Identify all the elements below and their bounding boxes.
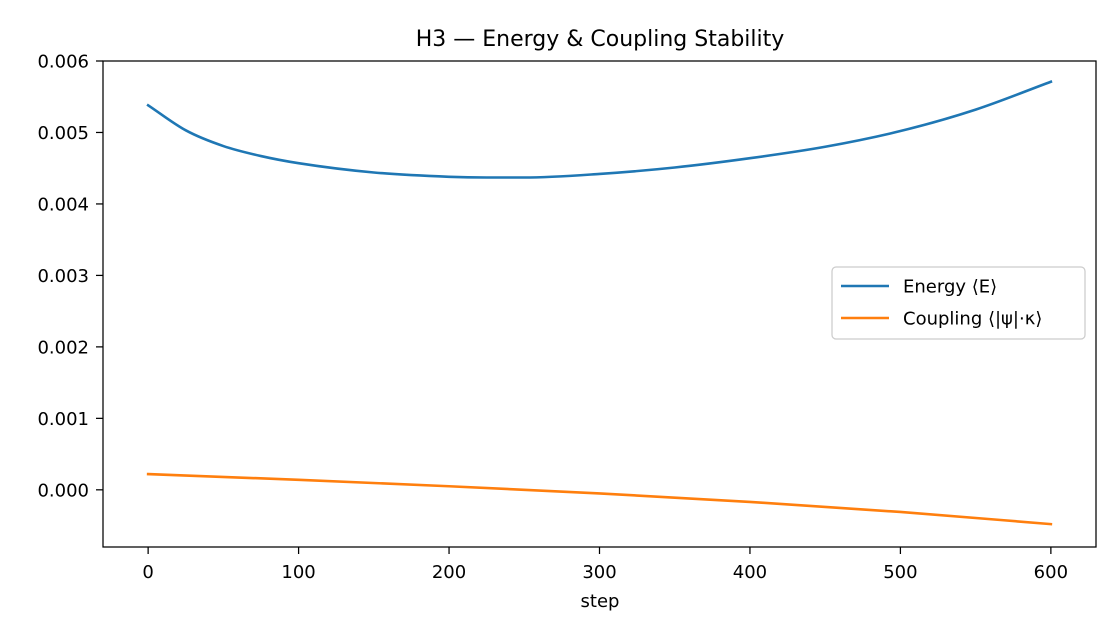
y-tick-label: 0.001: [37, 409, 89, 430]
legend-label: Coupling ⟨|ψ|·κ⟩: [903, 309, 1042, 330]
series-line-1: [146, 472, 1053, 526]
x-tick-label: 200: [432, 562, 466, 583]
x-tick-label: 0: [142, 562, 153, 583]
y-tick-label: 0.006: [37, 52, 89, 73]
series-layer: [146, 80, 1053, 526]
y-tick-label: 0.002: [37, 337, 89, 358]
x-tick-label: 100: [281, 562, 315, 583]
plot-area-frame: [102, 60, 1097, 548]
x-tick-label: 500: [883, 562, 917, 583]
x-axis-label: step: [581, 591, 620, 612]
x-tick-label: 300: [582, 562, 616, 583]
y-tick-label: 0.003: [37, 266, 89, 287]
legend: Energy ⟨E⟩ Coupling ⟨|ψ|·κ⟩: [831, 266, 1086, 340]
y-tick-label: 0.000: [37, 480, 89, 501]
legend-box: [831, 266, 1086, 340]
legend-label: Energy ⟨E⟩: [903, 277, 997, 298]
x-tick-label: 600: [1034, 562, 1068, 583]
ticks-layer: 0 100 200 300 400 500 600 0.000 0.001 0.002 0.003 0…: [37, 52, 1068, 584]
series-line-0: [146, 80, 1053, 179]
y-tick-label: 0.005: [37, 123, 89, 144]
y-tick-label: 0.004: [37, 194, 89, 215]
x-tick-label: 400: [733, 562, 767, 583]
chart-title: H3 — Energy & Coupling Stability: [416, 27, 785, 52]
